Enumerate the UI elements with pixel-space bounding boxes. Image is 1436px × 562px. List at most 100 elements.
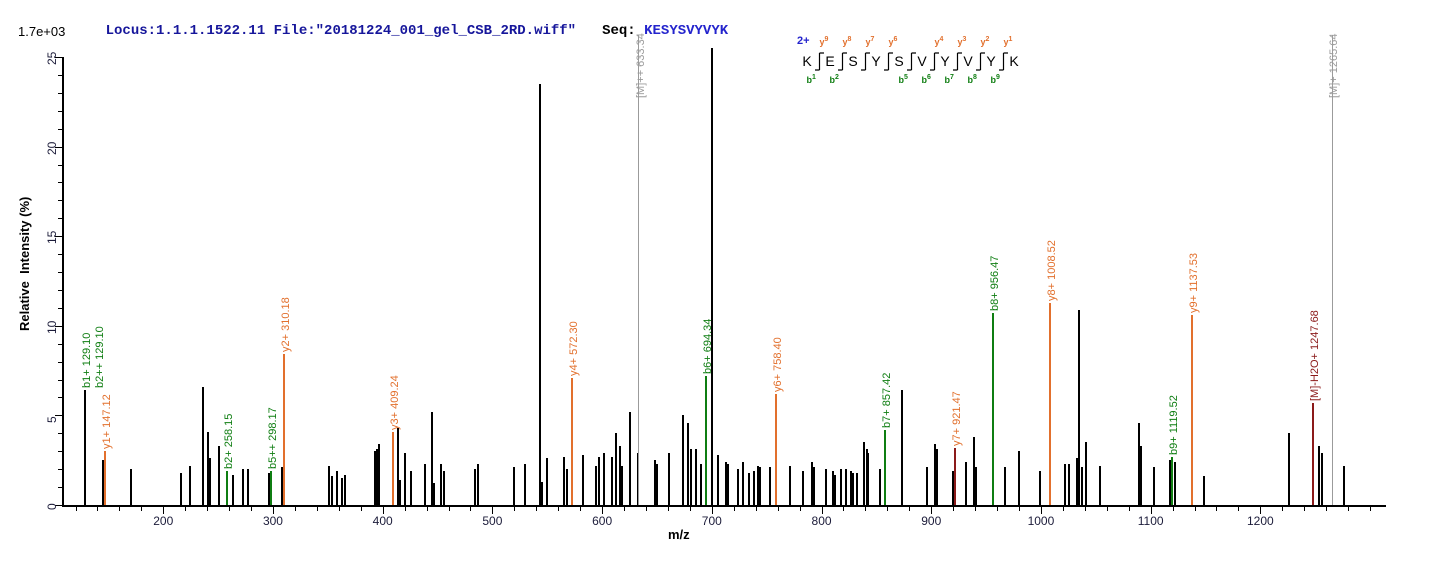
ion-label: [M]++ 633.34 (634, 33, 647, 99)
ladder-divider-icon (975, 50, 986, 78)
ion-peak-line (1171, 456, 1174, 505)
spectrum-peak (207, 431, 210, 505)
spectrum-peak (603, 453, 606, 505)
ladder-residue: V (963, 53, 973, 69)
y-ion-ladder-label: y3 (957, 36, 967, 47)
spectrum-peak (344, 474, 347, 505)
y-axis-tick (58, 128, 62, 130)
x-axis-tick (777, 507, 779, 511)
spectrum-peak (699, 463, 702, 505)
y-axis-tick (58, 451, 62, 453)
spectrum-peak (540, 481, 543, 505)
spectrum-peak (1139, 445, 1142, 505)
precursor-marker-line (1331, 35, 1333, 505)
spectrum-peak (1068, 463, 1071, 505)
spectrum-peak (1169, 460, 1172, 505)
x-axis-tick-label: 800 (811, 514, 832, 528)
spectrum-peak (801, 470, 804, 505)
b-ion-ladder-label: b6 (921, 74, 931, 85)
y-ion-ladder-label: y2 (980, 36, 990, 47)
spectrum-peak (833, 474, 836, 505)
ion-label: b5++ 298.17 (266, 407, 279, 469)
x-axis-tick (931, 507, 933, 514)
x-axis-tick (272, 507, 274, 514)
x-axis-tick-label: 500 (482, 514, 503, 528)
ion-label: y1+ 147.12 (101, 394, 114, 450)
ion-label: b2++ 129.10 (94, 326, 107, 389)
spectrum-peak (682, 415, 685, 505)
spectrum-peak (852, 472, 855, 505)
spectrum-peak (615, 433, 618, 505)
x-axis-tick (975, 507, 977, 511)
y-axis-tick-label: 10 (45, 320, 59, 334)
ion-label: [M]+ 1265.64 (1328, 33, 1341, 99)
spectrum-peak (513, 467, 516, 505)
spectrum-peak (1099, 465, 1102, 505)
spectrum-peak (341, 478, 344, 505)
ion-label: [M]-H2O+ 1247.68 (1308, 310, 1321, 401)
ion-label: y7+ 921.47 (950, 390, 963, 446)
x-axis-tick (711, 507, 713, 514)
x-axis-tick (1172, 507, 1174, 511)
spectrum-peak (397, 427, 400, 505)
y-axis-tick (58, 182, 62, 184)
spectrum-peak (439, 463, 442, 505)
y-axis-tick (55, 236, 62, 238)
ion-peak-line (226, 470, 229, 505)
spectrum-peak (618, 445, 621, 505)
spectrum-peak (246, 469, 249, 505)
spectrum-peak (824, 469, 827, 505)
ion-peak-line (883, 429, 886, 505)
y-axis-tick (55, 146, 62, 148)
spectrum-peak (1076, 458, 1079, 505)
ladder-divider-icon (906, 50, 917, 78)
ion-label: y3+ 409.24 (388, 374, 401, 430)
x-axis-tick (1084, 507, 1086, 511)
spectrum-peak (424, 463, 427, 505)
precursor-charge-label: 2+ (797, 35, 810, 47)
ladder-residue: E (825, 53, 835, 69)
spectrum-peak (756, 465, 759, 505)
precursor-marker-line (638, 35, 640, 505)
x-axis-tick (141, 507, 143, 511)
spectrum-peak (566, 469, 568, 505)
y-axis-tick (58, 272, 62, 274)
spectrum-peak (201, 386, 204, 505)
x-axis-tick-label: 700 (701, 514, 722, 528)
x-axis-tick (645, 507, 647, 511)
spectrum-peak (376, 449, 379, 505)
spectrum-peak (952, 470, 955, 505)
intensity-scale-label: 1.7e+03 (18, 24, 66, 39)
x-axis-tick (1062, 507, 1064, 511)
x-axis-tick (558, 507, 560, 511)
b-ion-ladder-label: b8 (967, 74, 977, 85)
x-axis-tick (1194, 507, 1196, 511)
x-axis-line (62, 505, 1386, 507)
y-axis-tick (58, 433, 62, 435)
header-bar: Locus:1.1.1.1522.11 File:"20181224_001_g… (72, 7, 729, 55)
spectrum-peak (840, 469, 843, 505)
ion-label: b1+ 129.10 (81, 332, 94, 389)
spectrum-peak (130, 469, 133, 505)
x-axis-tick (667, 507, 669, 511)
spectrum-peak (399, 479, 402, 505)
spectrum-peak (850, 470, 853, 505)
spectrum-peak (653, 460, 656, 505)
x-axis-tick (251, 507, 253, 511)
y-axis-tick-label: 20 (45, 141, 59, 155)
spectrum-peak (668, 453, 671, 505)
y-axis-tick (55, 505, 62, 506)
x-axis-tick (338, 507, 340, 511)
spectrum-peak (725, 461, 728, 505)
ion-peak-line (992, 313, 995, 505)
x-axis-tick (602, 507, 604, 514)
spectrum-peak (473, 469, 476, 505)
spectrum-peak (1080, 467, 1083, 505)
ion-peak-line (1190, 315, 1193, 505)
y-axis-tick (58, 200, 62, 202)
ladder-divider-icon (860, 50, 871, 78)
ladder-residue: S (894, 53, 904, 69)
